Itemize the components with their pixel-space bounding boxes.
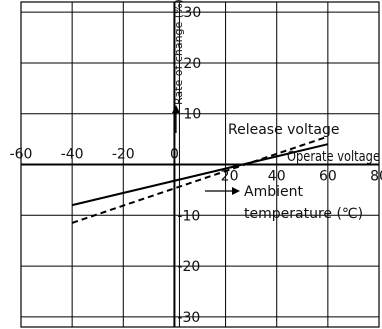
y-tick-labels: 30 20 10 -10 -20 -30 bbox=[177, 5, 201, 326]
x-tick-label: -60 bbox=[10, 147, 33, 163]
x-axis-label-line1: Ambient bbox=[244, 184, 303, 200]
y-axis-arrowhead bbox=[172, 105, 180, 113]
y-tick-label: -20 bbox=[177, 259, 200, 275]
x-axis-arrowhead bbox=[232, 187, 240, 195]
x-tick-label: 80 bbox=[370, 169, 382, 185]
x-axis-label-line2: temperature (℃) bbox=[244, 206, 363, 222]
x-tick-label: 40 bbox=[268, 169, 286, 185]
y-tick-label: 20 bbox=[183, 56, 201, 72]
y-tick-label: -30 bbox=[177, 310, 200, 326]
x-tick-label: 20 bbox=[221, 169, 239, 185]
x-tick-label: 0 bbox=[170, 147, 179, 163]
x-tick-labels: -60 -40 -20 0 20 40 60 80 bbox=[10, 147, 382, 185]
series-label: Release voltage bbox=[228, 122, 339, 138]
series-label: Operate voltage bbox=[287, 149, 380, 165]
series-line bbox=[71, 143, 329, 207]
y-tick-label: 30 bbox=[183, 5, 201, 21]
x-tick-label: 60 bbox=[319, 169, 337, 185]
axes bbox=[20, 1, 380, 328]
y-tick-label: 10 bbox=[183, 107, 201, 123]
series-line bbox=[71, 135, 329, 224]
x-tick-label: -20 bbox=[112, 147, 135, 163]
x-tick-label: -40 bbox=[61, 147, 84, 163]
labels: Release voltage Operate voltage Rate of ch… bbox=[172, 0, 380, 222]
y-tick-label: -10 bbox=[177, 208, 200, 224]
series-lines bbox=[71, 135, 329, 224]
y-axis-label: Rate of change (%) bbox=[172, 0, 185, 105]
